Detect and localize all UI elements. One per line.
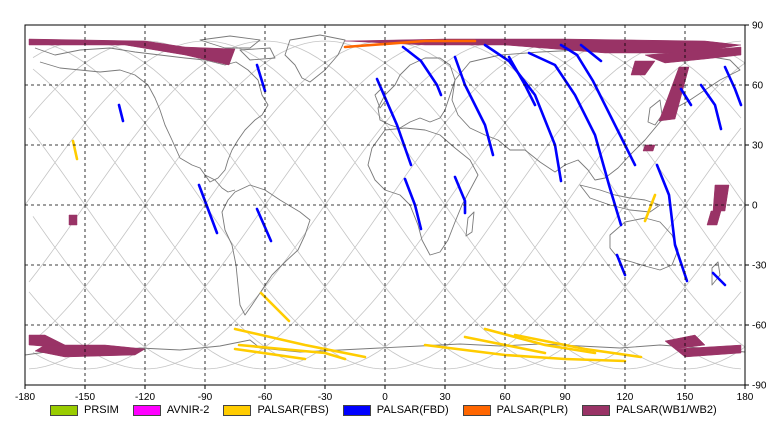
legend-swatch [223,404,252,416]
coverage-swath [527,51,623,227]
legend-item: PRSIM [50,404,119,416]
x-tick-label: 120 [617,392,634,403]
coverage-swath [483,327,597,355]
legend: PRSIM AVNIR-2 PALSAR(FBS) PALSAR(FBD) PALSAR… [50,401,731,419]
coverage-swath [375,77,413,167]
coverage-swath [643,193,657,223]
coastline-greenland [284,34,346,83]
y-axis-ticks: 90 60 30 0 -30 -60 -90 [745,21,767,392]
legend-item: PALSAR(FBD) [342,404,449,416]
coverage-swath [453,175,467,215]
coastline-north-america [34,47,269,183]
coverage-region [34,344,146,358]
legend-item: AVNIR-2 [132,404,210,416]
coverage-swath [255,207,273,243]
coverage-swath [423,343,627,363]
coverage-swath [655,163,689,283]
legend-label: PALSAR(FBD) [376,404,449,416]
x-tick-label: 150 [677,392,694,403]
coverage-region [28,38,236,66]
orbit-track [28,40,742,370]
coastline-central-america [204,174,236,193]
coverage-swath [679,87,693,107]
x-tick-label: -90 [198,392,213,403]
legend-swatch [132,404,161,416]
coverage-swath [343,39,477,49]
coverage-swath [453,55,495,157]
coverage-region [658,66,690,122]
x-tick-label: 90 [559,392,571,403]
legend-label: PALSAR(PLR) [496,404,568,416]
legend-label: PALSAR(FBS) [257,404,329,416]
y-tick-label: 60 [752,81,764,92]
coverage-swath [699,83,723,131]
legend-swatch [342,404,371,416]
y-tick-label: 0 [752,201,758,212]
coverage-layers [28,38,743,363]
coverage-region [630,60,656,76]
legend-label: PALSAR(WB1/WB2) [616,404,717,416]
legend-swatch [462,404,491,416]
x-tick-label: 30 [439,392,451,403]
coverage-region [68,214,78,226]
coverage-region [644,46,742,64]
y-tick-label: -60 [752,321,767,332]
coverage-region [712,184,730,212]
coverage-region [674,344,742,358]
legend-item: PALSAR(FBS) [223,404,329,416]
x-tick-label: -120 [135,392,155,403]
coverage-swath [559,43,637,167]
legend-label: AVNIR-2 [166,404,210,416]
coverage-swath [71,139,79,161]
coverage-swath [233,327,367,359]
x-tick-label: -60 [258,392,273,403]
coastline-south-america [221,184,311,316]
coverage-swath [723,65,743,107]
coverage-swath [255,63,267,93]
x-tick-label: -30 [318,392,333,403]
y-tick-label: 90 [752,21,764,32]
coverage-swath [233,347,307,361]
coverage-swath [197,183,219,235]
coastline-africa [367,127,479,256]
coverage-region [642,144,656,152]
coverage-swath [117,103,125,123]
y-tick-label: -30 [752,261,767,272]
legend-label: PRSIM [84,404,119,416]
legend-swatch [582,404,610,416]
coastline-japan [647,99,663,126]
legend-item: PALSAR(WB1/WB2) [582,404,717,416]
x-tick-label: 0 [382,392,388,403]
x-tick-label: 60 [499,392,511,403]
x-tick-label: -180 [15,392,35,403]
legend-item: PALSAR(PLR) [462,404,568,416]
coastline-southeast-asia-islands [579,184,661,213]
x-tick-label: 180 [737,392,754,403]
coverage-swath [579,43,603,63]
coastline-new-zealand [711,261,721,286]
x-axis-ticks: -180 -150 -120 -90 -60 -30 0 30 60 90 120 150 180 [15,385,754,403]
coverage-swath [513,333,643,359]
y-tick-label: 30 [752,141,764,152]
coastline-madagascar [465,211,475,237]
coverage-swath [401,45,443,97]
coverage-swath [711,271,727,287]
coastline-antarctica [24,339,746,356]
coastline-arctic-islands [199,35,276,61]
legend-swatch [50,404,78,416]
y-tick-label: -90 [752,381,767,392]
map-grid [25,25,745,385]
coverage-region [706,210,722,226]
x-tick-label: -150 [75,392,95,403]
coverage-swath [237,343,347,361]
coverage-swath [259,291,291,323]
coverage-swath [483,43,563,183]
